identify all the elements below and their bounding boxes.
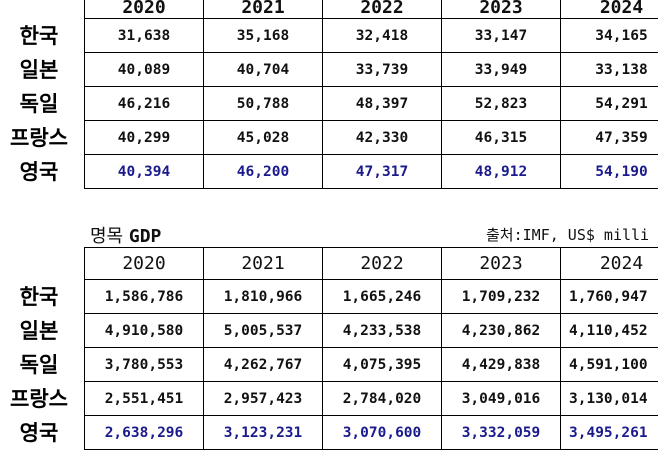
row-label-uk: 영국 — [19, 160, 59, 184]
year-header: 2021 — [203, 247, 323, 280]
year-header: 2024 — [560, 247, 658, 280]
row-label-germany: 독일 — [19, 353, 59, 377]
row-label-germany: 독일 — [19, 92, 59, 116]
table-cell: 52,823 — [441, 86, 561, 121]
table-cell: 48,397 — [322, 86, 442, 121]
table-cell: 3,495,261 — [560, 415, 658, 450]
table-cell: 2,551,451 — [84, 381, 204, 416]
table-cell: 50,788 — [203, 86, 323, 121]
table-cell: 40,394 — [84, 154, 204, 189]
table-cell: 1,810,966 — [203, 279, 323, 314]
table-cell: 1,760,947 — [560, 279, 658, 314]
per-capita-table: 2020 2021 2022 2023 2024 31,638 35,168 3… — [84, 0, 658, 189]
nominal-gdp-table: 2020 2021 2022 2023 2024 1,586,786 1,810… — [84, 247, 658, 450]
year-header: 2022 — [322, 247, 442, 280]
table-cell: 1,586,786 — [84, 279, 204, 314]
table-cell: 4,262,767 — [203, 347, 323, 382]
row-label-japan: 일본 — [19, 319, 59, 343]
table-cell: 35,168 — [203, 18, 323, 53]
year-header: 2022 — [322, 0, 442, 19]
row-label-uk: 영국 — [19, 421, 59, 445]
table-row: 4,910,580 5,005,537 4,233,538 4,230,862 … — [84, 313, 658, 348]
table-cell: 33,147 — [441, 18, 561, 53]
table-row: 1,586,786 1,810,966 1,665,246 1,709,232 … — [84, 279, 658, 314]
table-cell: 5,005,537 — [203, 313, 323, 348]
year-header: 2021 — [203, 0, 323, 19]
table-cell: 33,739 — [322, 52, 442, 87]
table-cell: 4,075,395 — [322, 347, 442, 382]
table-cell: 31,638 — [84, 18, 204, 53]
table-cell: 54,291 — [560, 86, 658, 121]
table-cell: 4,230,862 — [441, 313, 561, 348]
year-header: 2023 — [441, 247, 561, 280]
table-row-highlight: 2,638,296 3,123,231 3,070,600 3,332,059 … — [84, 415, 658, 450]
table-cell: 1,709,232 — [441, 279, 561, 314]
nominal-gdp-title: 명목 GDP — [90, 222, 161, 248]
table-row: 46,216 50,788 48,397 52,823 54,291 — [84, 86, 658, 121]
table-cell: 45,028 — [203, 120, 323, 155]
table-cell: 3,130,014 — [560, 381, 658, 416]
table-row-highlight: 40,394 46,200 47,317 48,912 54,190 — [84, 154, 658, 189]
table-cell: 2,784,020 — [322, 381, 442, 416]
table-cell: 46,200 — [203, 154, 323, 189]
table-cell: 3,070,600 — [322, 415, 442, 450]
table-cell: 3,049,016 — [441, 381, 561, 416]
year-header: 2024 — [560, 0, 658, 19]
table-cell: 2,638,296 — [84, 415, 204, 450]
table-cell: 46,216 — [84, 86, 204, 121]
table-row: 40,299 45,028 42,330 46,315 47,359 — [84, 120, 658, 155]
table-cell: 33,949 — [441, 52, 561, 87]
table-cell: 40,704 — [203, 52, 323, 87]
row-label-korea: 한국 — [19, 285, 59, 309]
table-cell: 3,332,059 — [441, 415, 561, 450]
table-cell: 47,317 — [322, 154, 442, 189]
table-cell: 1,665,246 — [322, 279, 442, 314]
row-label-korea: 한국 — [19, 24, 59, 48]
table-cell: 4,233,538 — [322, 313, 442, 348]
table-cell: 4,591,100 — [560, 347, 658, 382]
title-prefix: 명목 — [90, 226, 124, 247]
table-cell: 32,418 — [322, 18, 442, 53]
source-note: 출처:IMF, US$ milli — [486, 226, 650, 244]
table-cell: 54,190 — [560, 154, 658, 189]
row-label-france: 프랑스 — [10, 126, 68, 150]
row-label-france: 프랑스 — [10, 387, 68, 411]
table-cell: 42,330 — [322, 120, 442, 155]
table-cell: 40,089 — [84, 52, 204, 87]
table-cell: 2,957,423 — [203, 381, 323, 416]
title-suffix: GDP — [128, 226, 162, 247]
table-row: 40,089 40,704 33,739 33,949 33,138 — [84, 52, 658, 87]
table-cell: 48,912 — [441, 154, 561, 189]
table-cell: 4,110,452 — [560, 313, 658, 348]
table-cell: 4,429,838 — [441, 347, 561, 382]
table-cell: 34,165 — [560, 18, 658, 53]
row-label-japan: 일본 — [19, 58, 59, 82]
table-cell: 46,315 — [441, 120, 561, 155]
table-cell: 40,299 — [84, 120, 204, 155]
year-header: 2020 — [84, 0, 204, 19]
table-cell: 3,123,231 — [203, 415, 323, 450]
table-row: 3,780,553 4,262,767 4,075,395 4,429,838 … — [84, 347, 658, 382]
year-header: 2023 — [441, 0, 561, 19]
table-row: 31,638 35,168 32,418 33,147 34,165 — [84, 18, 658, 53]
table-cell: 3,780,553 — [84, 347, 204, 382]
table-cell: 47,359 — [560, 120, 658, 155]
table-cell: 33,138 — [560, 52, 658, 87]
table-cell: 4,910,580 — [84, 313, 204, 348]
year-header: 2020 — [84, 247, 204, 280]
table-row: 2,551,451 2,957,423 2,784,020 3,049,016 … — [84, 381, 658, 416]
